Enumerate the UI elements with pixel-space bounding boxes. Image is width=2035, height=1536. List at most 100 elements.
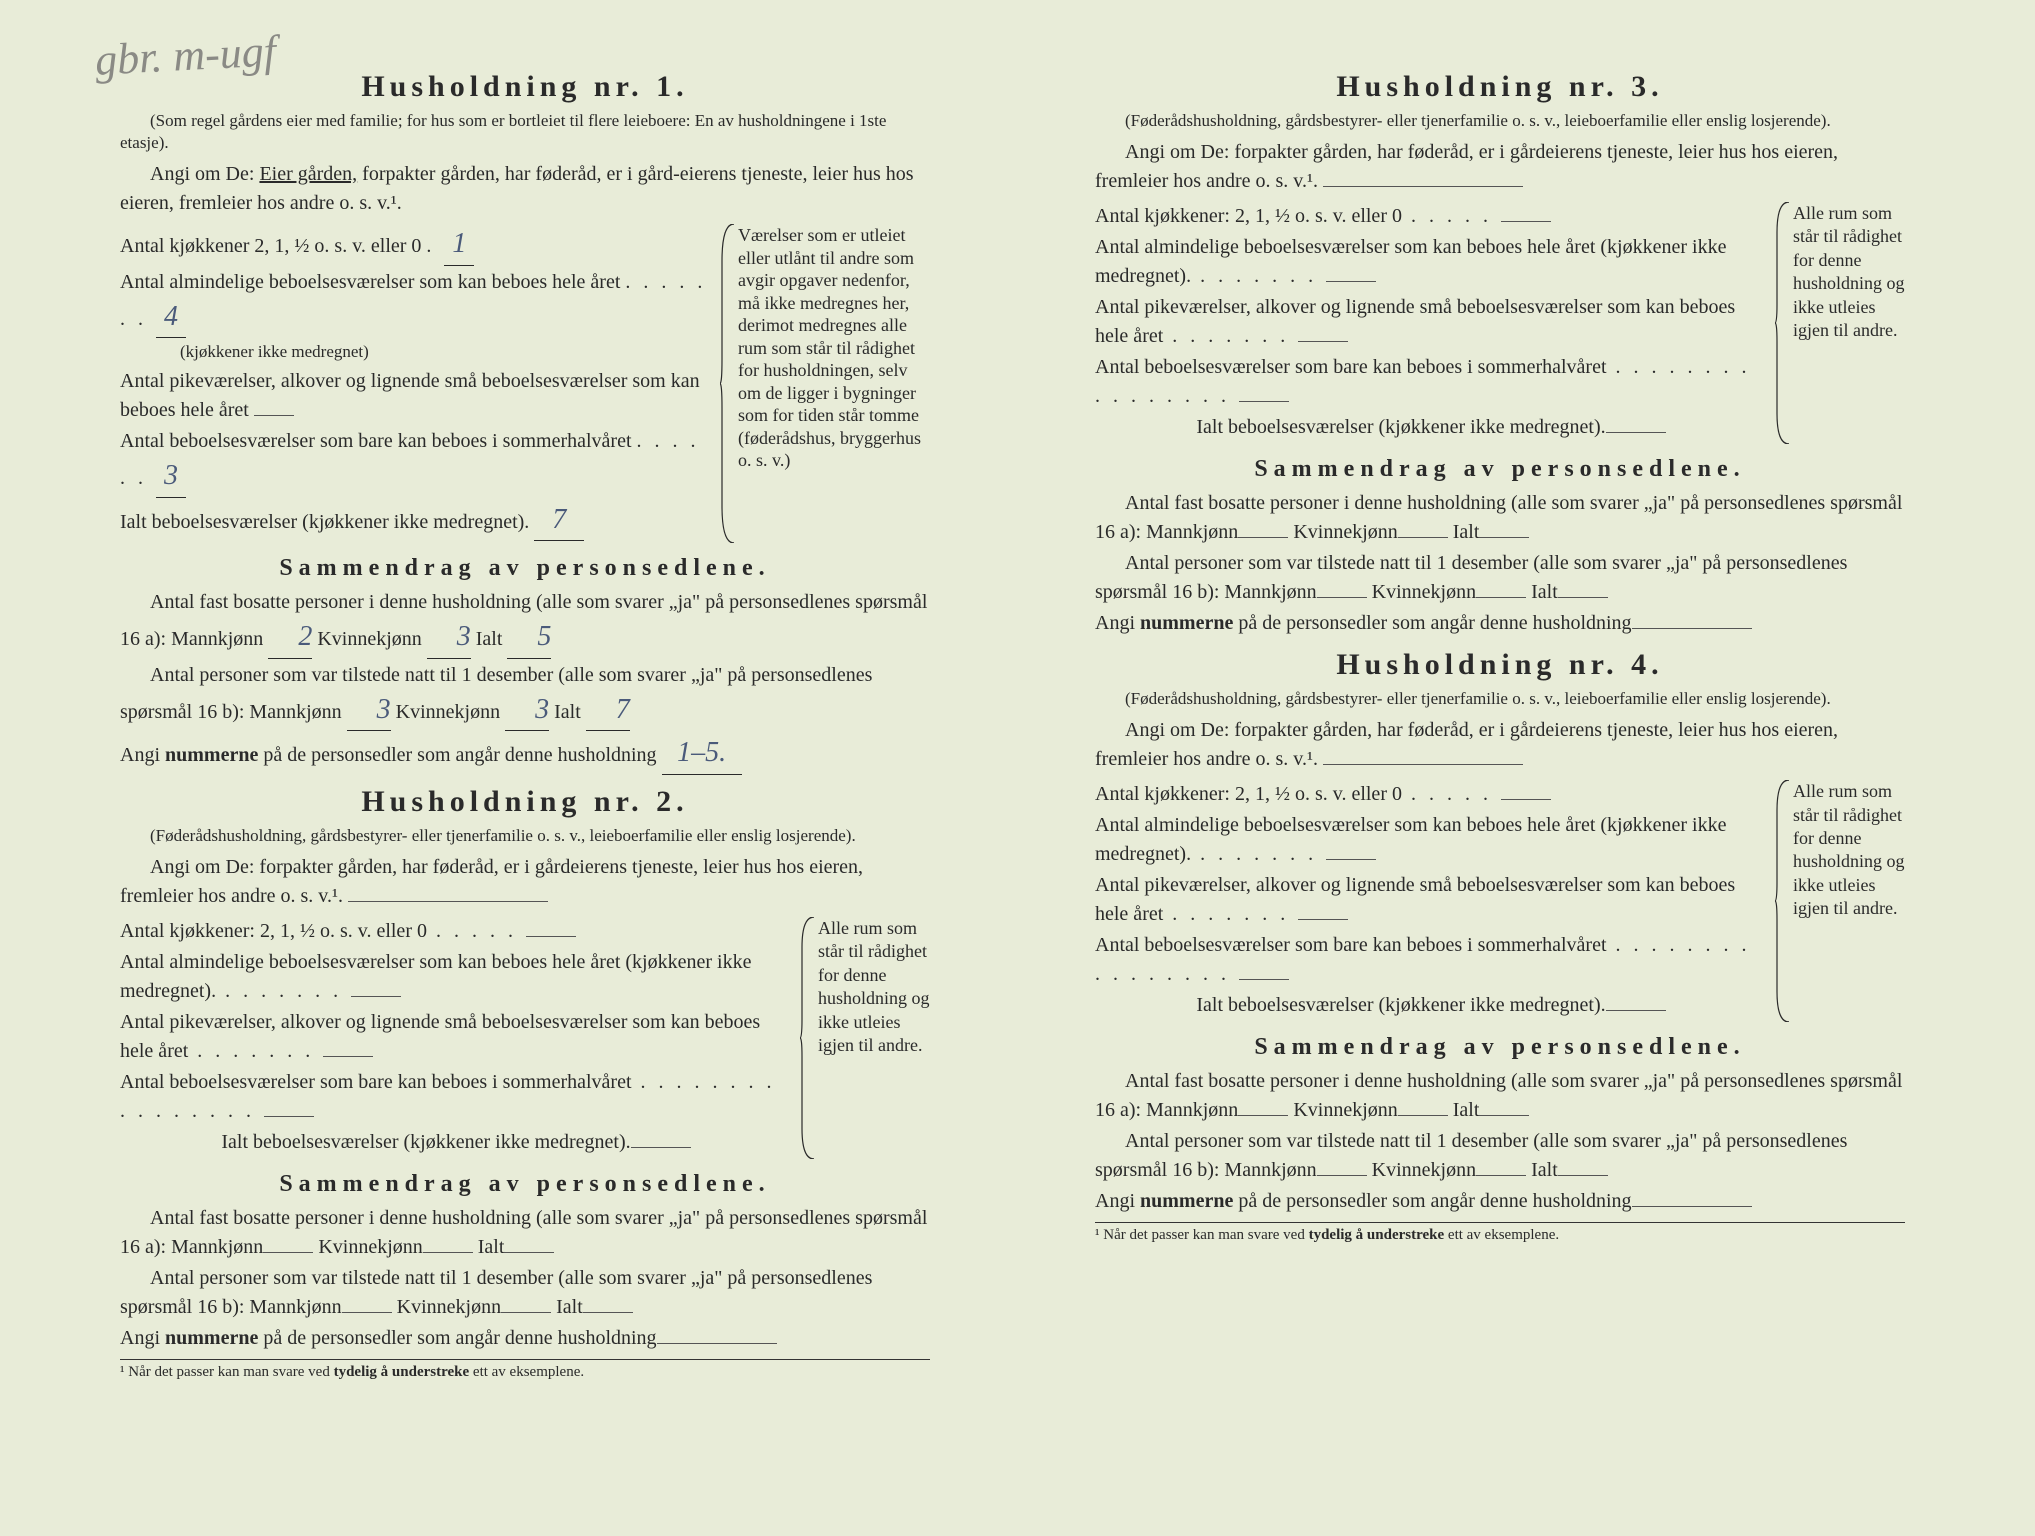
label: Antal kjøkkener: 2, 1, ½ o. s. v. eller … xyxy=(1095,783,1402,805)
ialt-label: Ialt xyxy=(1531,1159,1558,1181)
side-note-h3: Alle rum som står til rådighet for denne… xyxy=(1775,202,1905,444)
blank xyxy=(1479,518,1529,538)
nummerne-text: Angi nummerne på de personsedler som ang… xyxy=(120,744,657,766)
kvinne-label: Kvinnekjønn xyxy=(397,1296,501,1318)
side-note-text: Alle rum som står til rådighet for denne… xyxy=(1793,781,1905,918)
label: Ialt beboelsesværelser (kjøkkener ikke m… xyxy=(221,1131,630,1153)
ialt-label: Ialt beboelsesværelser (kjøkkener ikke m… xyxy=(120,511,529,533)
blank xyxy=(1398,518,1448,538)
fast-mann: 2 xyxy=(268,617,312,659)
blank xyxy=(351,977,401,997)
blank xyxy=(1239,960,1289,980)
label: Ialt beboelsesværelser (kjøkkener ikke m… xyxy=(1196,416,1605,438)
tilstede-h4: Antal personer som var tilstede natt til… xyxy=(1095,1127,1905,1185)
kjokkener-row: Antal kjøkkener: 2, 1, ½ o. s. v. eller … xyxy=(1095,780,1767,809)
sommer-row: Antal beboelsesværelser som bare kan beb… xyxy=(120,427,712,498)
blank xyxy=(264,1097,314,1117)
label: Antal kjøkkener: 2, 1, ½ o. s. v. eller … xyxy=(1095,205,1402,227)
pikevaerelser-row: Antal pikeværelser, alkover og lignende … xyxy=(120,367,712,425)
til-ialt: 7 xyxy=(586,690,630,732)
nummerne-value: 1–5. xyxy=(662,733,742,775)
fast-ialt: 5 xyxy=(507,617,551,659)
blank xyxy=(657,1324,777,1344)
sammendrag-heading-h3: Sammendrag av personsedlene. xyxy=(1095,456,1905,483)
almindelige-value: 4 xyxy=(156,297,186,339)
label: Antal beboelsesværelser som bare kan beb… xyxy=(120,1071,632,1093)
tilstede-h1: Antal personer som var tilstede natt til… xyxy=(120,661,930,732)
blank xyxy=(1606,413,1666,433)
ialt-row: Ialt beboelsesværelser (kjøkkener ikke m… xyxy=(120,1128,792,1157)
sommer-row: Antal beboelsesværelser som bare kan beb… xyxy=(1095,353,1767,411)
nummerne-h3: Angi nummerne på de personsedler som ang… xyxy=(1095,609,1905,638)
angi-blank xyxy=(1323,167,1523,187)
fast-bosatte-h1: Antal fast bosatte personer i denne hush… xyxy=(120,588,930,659)
side-note-text: Alle rum som står til rådighet for denne… xyxy=(1793,203,1905,340)
blank xyxy=(1398,1096,1448,1116)
blank xyxy=(504,1233,554,1253)
tilstede-h3: Antal personer som var tilstede natt til… xyxy=(1095,549,1905,607)
angi-underlined: Eier gården, xyxy=(259,163,357,185)
blank xyxy=(1317,578,1367,598)
sammendrag-heading-h4: Sammendrag av personsedlene. xyxy=(1095,1034,1905,1061)
blank xyxy=(1501,202,1551,222)
blank xyxy=(1317,1156,1367,1176)
blank xyxy=(1558,578,1608,598)
label: Antal almindelige beboelsesværelser som … xyxy=(1095,814,1726,865)
side-note-text: Alle rum som står til rådighet for denne… xyxy=(818,918,930,1055)
fast-kvinne: 3 xyxy=(427,617,471,659)
ialt-label: Ialt xyxy=(1453,521,1480,543)
label: Antal beboelsesværelser som bare kan beb… xyxy=(1095,356,1607,378)
kvinne-label: Kvinnekjønn xyxy=(1372,1159,1476,1181)
nummerne-h1: Angi nummerne på de personsedler som ang… xyxy=(120,733,930,775)
almindelige-label: Antal almindelige beboelsesværelser som … xyxy=(120,271,620,293)
ialt-label: Ialt xyxy=(1453,1099,1480,1121)
kjokkener-value: 1 xyxy=(444,224,474,266)
sommer-row: Antal beboelsesværelser som bare kan beb… xyxy=(1095,931,1767,989)
pikevaerelser-row: Antal pikeværelser, alkover og lignende … xyxy=(120,1008,792,1066)
tilstede-h2: Antal personer som var tilstede natt til… xyxy=(120,1264,930,1322)
label: Ialt beboelsesværelser (kjøkkener ikke m… xyxy=(1196,994,1605,1016)
sammendrag-heading-h2: Sammendrag av personsedlene. xyxy=(120,1171,930,1198)
footnote-right: ¹ Når det passer kan man svare ved tydel… xyxy=(1095,1222,1905,1244)
til-kvinne: 3 xyxy=(505,690,549,732)
blank xyxy=(631,1128,691,1148)
ialt-label: Ialt xyxy=(1531,581,1558,603)
label: Antal kjøkkener: 2, 1, ½ o. s. v. eller … xyxy=(120,920,427,942)
blank xyxy=(1501,780,1551,800)
subtext-h1: (Som regel gårdens eier med familie; for… xyxy=(120,110,930,154)
angi-blank xyxy=(348,882,548,902)
blank xyxy=(526,917,576,937)
blank xyxy=(1298,900,1348,920)
blank xyxy=(1632,1187,1752,1207)
side-note-h1: Værelser som er utleiet eller utlånt til… xyxy=(720,224,930,543)
blank xyxy=(1298,322,1348,342)
dots: . . . . . . . xyxy=(216,980,351,1002)
ialt-label: Ialt xyxy=(554,701,581,723)
angi-h3: Angi om De: forpakter gården, har føderå… xyxy=(1095,138,1905,196)
blank xyxy=(1476,1156,1526,1176)
almindelige-paren: (kjøkkener ikke medregnet) xyxy=(120,340,712,365)
kvinne-label: Kvinnekjønn xyxy=(317,628,421,650)
kjokkener-row: Antal kjøkkener 2, 1, ½ o. s. v. eller 0… xyxy=(120,224,712,266)
blank xyxy=(342,1293,392,1313)
page-right: Husholdning nr. 3. (Føderådshusholdning,… xyxy=(1045,40,1965,1274)
pikevaerelser-label: Antal pikeværelser, alkover og lignende … xyxy=(120,370,700,421)
blank xyxy=(1326,262,1376,282)
room-block-h3: Antal kjøkkener: 2, 1, ½ o. s. v. eller … xyxy=(1095,202,1905,444)
sammendrag-heading-h1: Sammendrag av personsedlene. xyxy=(120,555,930,582)
heading-h1: Husholdning nr. 1. xyxy=(120,70,930,104)
page-left: Husholdning nr. 1. (Som regel gårdens ei… xyxy=(70,40,990,1411)
blank xyxy=(1558,1156,1608,1176)
subtext-h4: (Føderådshusholdning, gårdsbestyrer- ell… xyxy=(1095,688,1905,710)
fast-bosatte-h2: Antal fast bosatte personer i denne hush… xyxy=(120,1204,930,1262)
ialt-row: Ialt beboelsesværelser (kjøkkener ikke m… xyxy=(1095,413,1767,442)
blank xyxy=(1238,518,1288,538)
blank xyxy=(1238,1096,1288,1116)
almindelige-row: Antal almindelige beboelsesværelser som … xyxy=(120,268,712,339)
label: Antal beboelsesværelser som bare kan beb… xyxy=(1095,934,1607,956)
side-note-h4: Alle rum som står til rådighet for denne… xyxy=(1775,780,1905,1022)
dots: . . . . . . . xyxy=(1191,265,1326,287)
dots: . . . . . . . xyxy=(1163,903,1298,925)
subtext-h2: (Føderådshusholdning, gårdsbestyrer- ell… xyxy=(120,825,930,847)
side-note-h2: Alle rum som står til rådighet for denne… xyxy=(800,917,930,1159)
